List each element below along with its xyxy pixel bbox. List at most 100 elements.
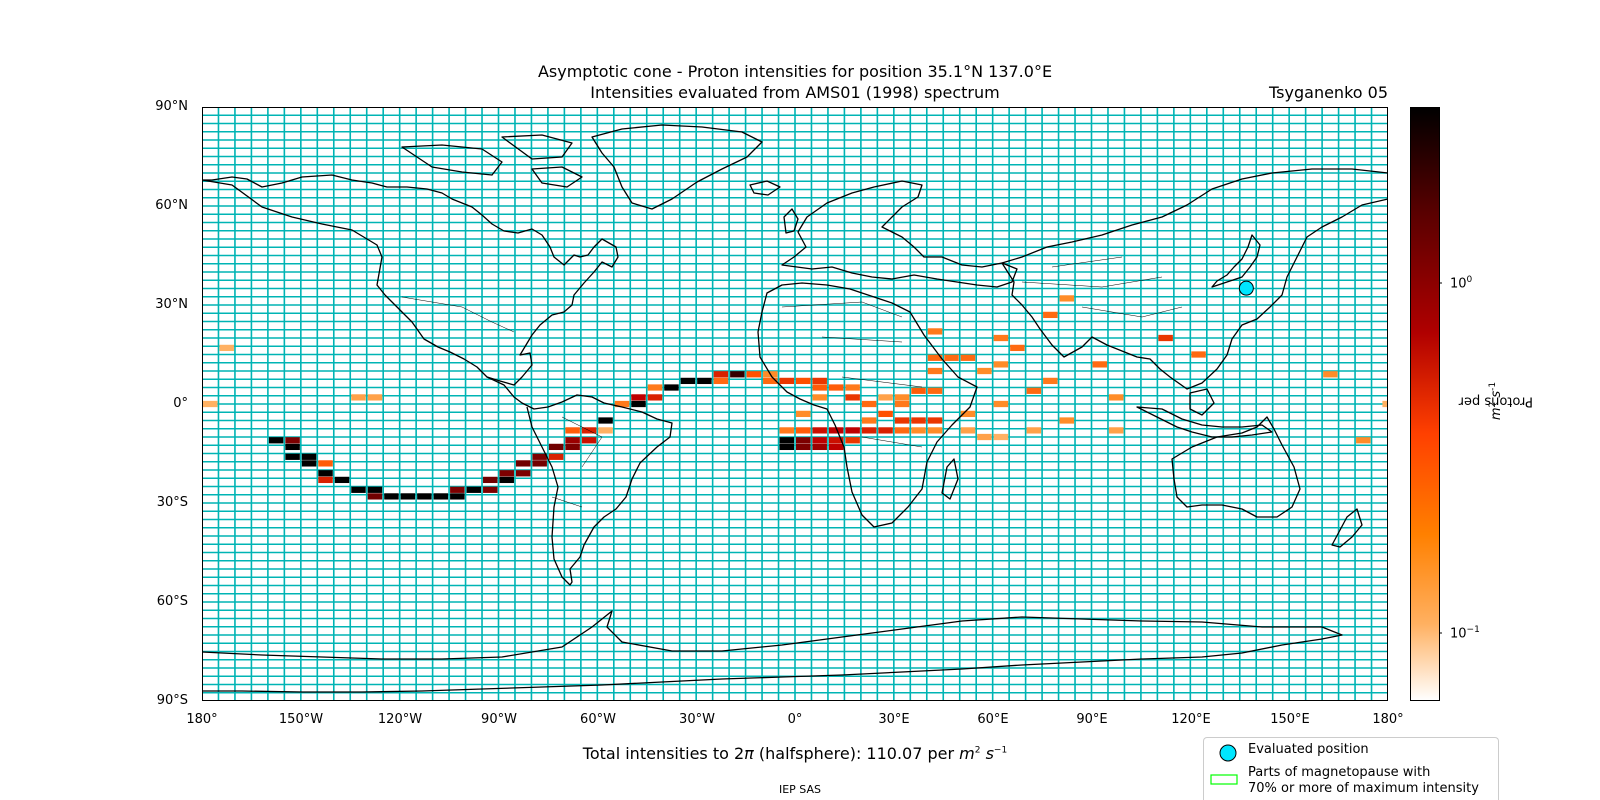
intensity-cell	[483, 486, 498, 493]
intensity-cell	[1059, 295, 1075, 302]
intensity-cell	[548, 453, 564, 460]
intensity-cell	[680, 377, 696, 385]
intensity-cell	[1191, 351, 1206, 358]
intensity-cell	[944, 354, 959, 361]
uk-outline	[783, 208, 799, 234]
colorbar-tick-high: 100	[1450, 275, 1473, 292]
intensity-cell	[746, 371, 762, 378]
intensity-cell	[713, 377, 729, 385]
intensity-cell	[433, 493, 449, 500]
intensity-cell	[515, 460, 531, 467]
intensity-cell	[664, 384, 679, 391]
intensity-cell	[828, 437, 844, 444]
intensity-cell	[367, 486, 383, 493]
intensity-cell	[812, 427, 827, 434]
intensity-cell	[828, 443, 844, 451]
intensity-cell	[1043, 311, 1058, 319]
intensity-cell	[927, 427, 943, 434]
lon-tick-120e: 120°E	[1171, 712, 1211, 727]
intensity-cell	[400, 493, 416, 500]
intensity-cell	[1059, 417, 1075, 424]
magnetopause-legend-icon	[1210, 774, 1238, 785]
lon-tick-30e: 30°E	[878, 712, 910, 727]
lat-tick-90n: 90°N	[155, 99, 188, 114]
intensity-cell	[1026, 427, 1042, 434]
intensity-cell	[861, 427, 877, 434]
intensity-cell	[565, 437, 580, 444]
intensity-cell	[351, 394, 366, 401]
intensity-cell	[515, 470, 531, 477]
intensity-cell	[532, 453, 547, 460]
intensity-cell	[779, 437, 794, 444]
intensity-cell	[812, 443, 827, 451]
intensity-cell	[301, 453, 317, 460]
intensity-cell	[1356, 437, 1371, 444]
intensity-cell	[812, 384, 827, 391]
europe-outline	[781, 180, 1018, 288]
intensity-cell	[565, 427, 580, 434]
africa-outline	[757, 282, 978, 528]
intensity-cell	[483, 476, 498, 484]
intensity-cell	[796, 377, 811, 385]
asia-outline	[1001, 168, 1388, 390]
intensity-cell	[351, 486, 366, 493]
intensity-cell	[993, 400, 1009, 408]
intensity-cell	[1382, 400, 1388, 408]
intensity-cell	[730, 371, 745, 378]
borneo-outline	[1189, 388, 1215, 416]
intensity-cell	[812, 377, 827, 385]
intensity-cell	[499, 476, 514, 484]
intensity-cell	[1043, 377, 1058, 385]
indonesia-outline	[1136, 406, 1273, 438]
intensity-cell	[960, 354, 976, 361]
intensity-cell	[1108, 394, 1124, 401]
intensity-cell	[697, 377, 712, 385]
credit-label: IEP SAS	[778, 783, 822, 796]
intensity-cell	[828, 384, 844, 391]
intensity-cell	[647, 384, 663, 391]
intensity-cell	[367, 394, 383, 401]
intensity-cell	[318, 470, 333, 477]
intensity-cell	[598, 427, 613, 434]
intensity-cell	[598, 417, 613, 424]
intensity-cell	[812, 437, 827, 444]
intensity-cell	[927, 387, 943, 394]
intensity-cell	[894, 427, 910, 434]
intensity-cell	[911, 427, 926, 434]
intensity-cell	[927, 354, 943, 361]
intensity-cell	[1010, 344, 1025, 352]
intensity-cell	[911, 417, 926, 424]
evaluated-position-marker	[1238, 280, 1254, 296]
intensity-cell	[318, 476, 333, 484]
intensity-cell	[203, 400, 218, 408]
intensity-cell	[301, 460, 317, 467]
intensity-cell	[219, 344, 234, 352]
lon-tick-0: 0°	[787, 712, 803, 727]
intensity-cell	[532, 460, 547, 467]
lat-tick-90s: 90°S	[156, 693, 188, 708]
intensity-cell	[1158, 334, 1173, 342]
intensity-cell	[285, 453, 300, 460]
intensity-cell	[878, 427, 893, 434]
australia-outline	[1171, 416, 1301, 518]
lon-tick-90w: 90°W	[481, 712, 517, 727]
intensity-cell	[894, 400, 910, 408]
grid-lines	[202, 107, 1388, 701]
greenland-outline	[591, 124, 763, 210]
intensity-cell	[927, 328, 943, 335]
lon-tick-120w: 120°W	[377, 712, 423, 727]
lon-tick-150w: 150°W	[278, 712, 324, 727]
intensity-cell	[927, 417, 943, 424]
legend-evaluated-label: Evaluated position	[1248, 742, 1369, 757]
intensity-cell	[367, 493, 383, 500]
intensity-cell	[845, 437, 860, 444]
intensity-cell	[631, 394, 646, 401]
north-america-outline	[202, 174, 619, 386]
intensity-cell	[466, 486, 482, 493]
intensity-cell	[318, 460, 333, 467]
intensity-cell	[647, 394, 663, 401]
coastlines	[202, 124, 1388, 693]
intensity-cell	[993, 334, 1009, 342]
lat-tick-0: 0°	[173, 396, 188, 411]
intensity-cell	[384, 493, 399, 500]
